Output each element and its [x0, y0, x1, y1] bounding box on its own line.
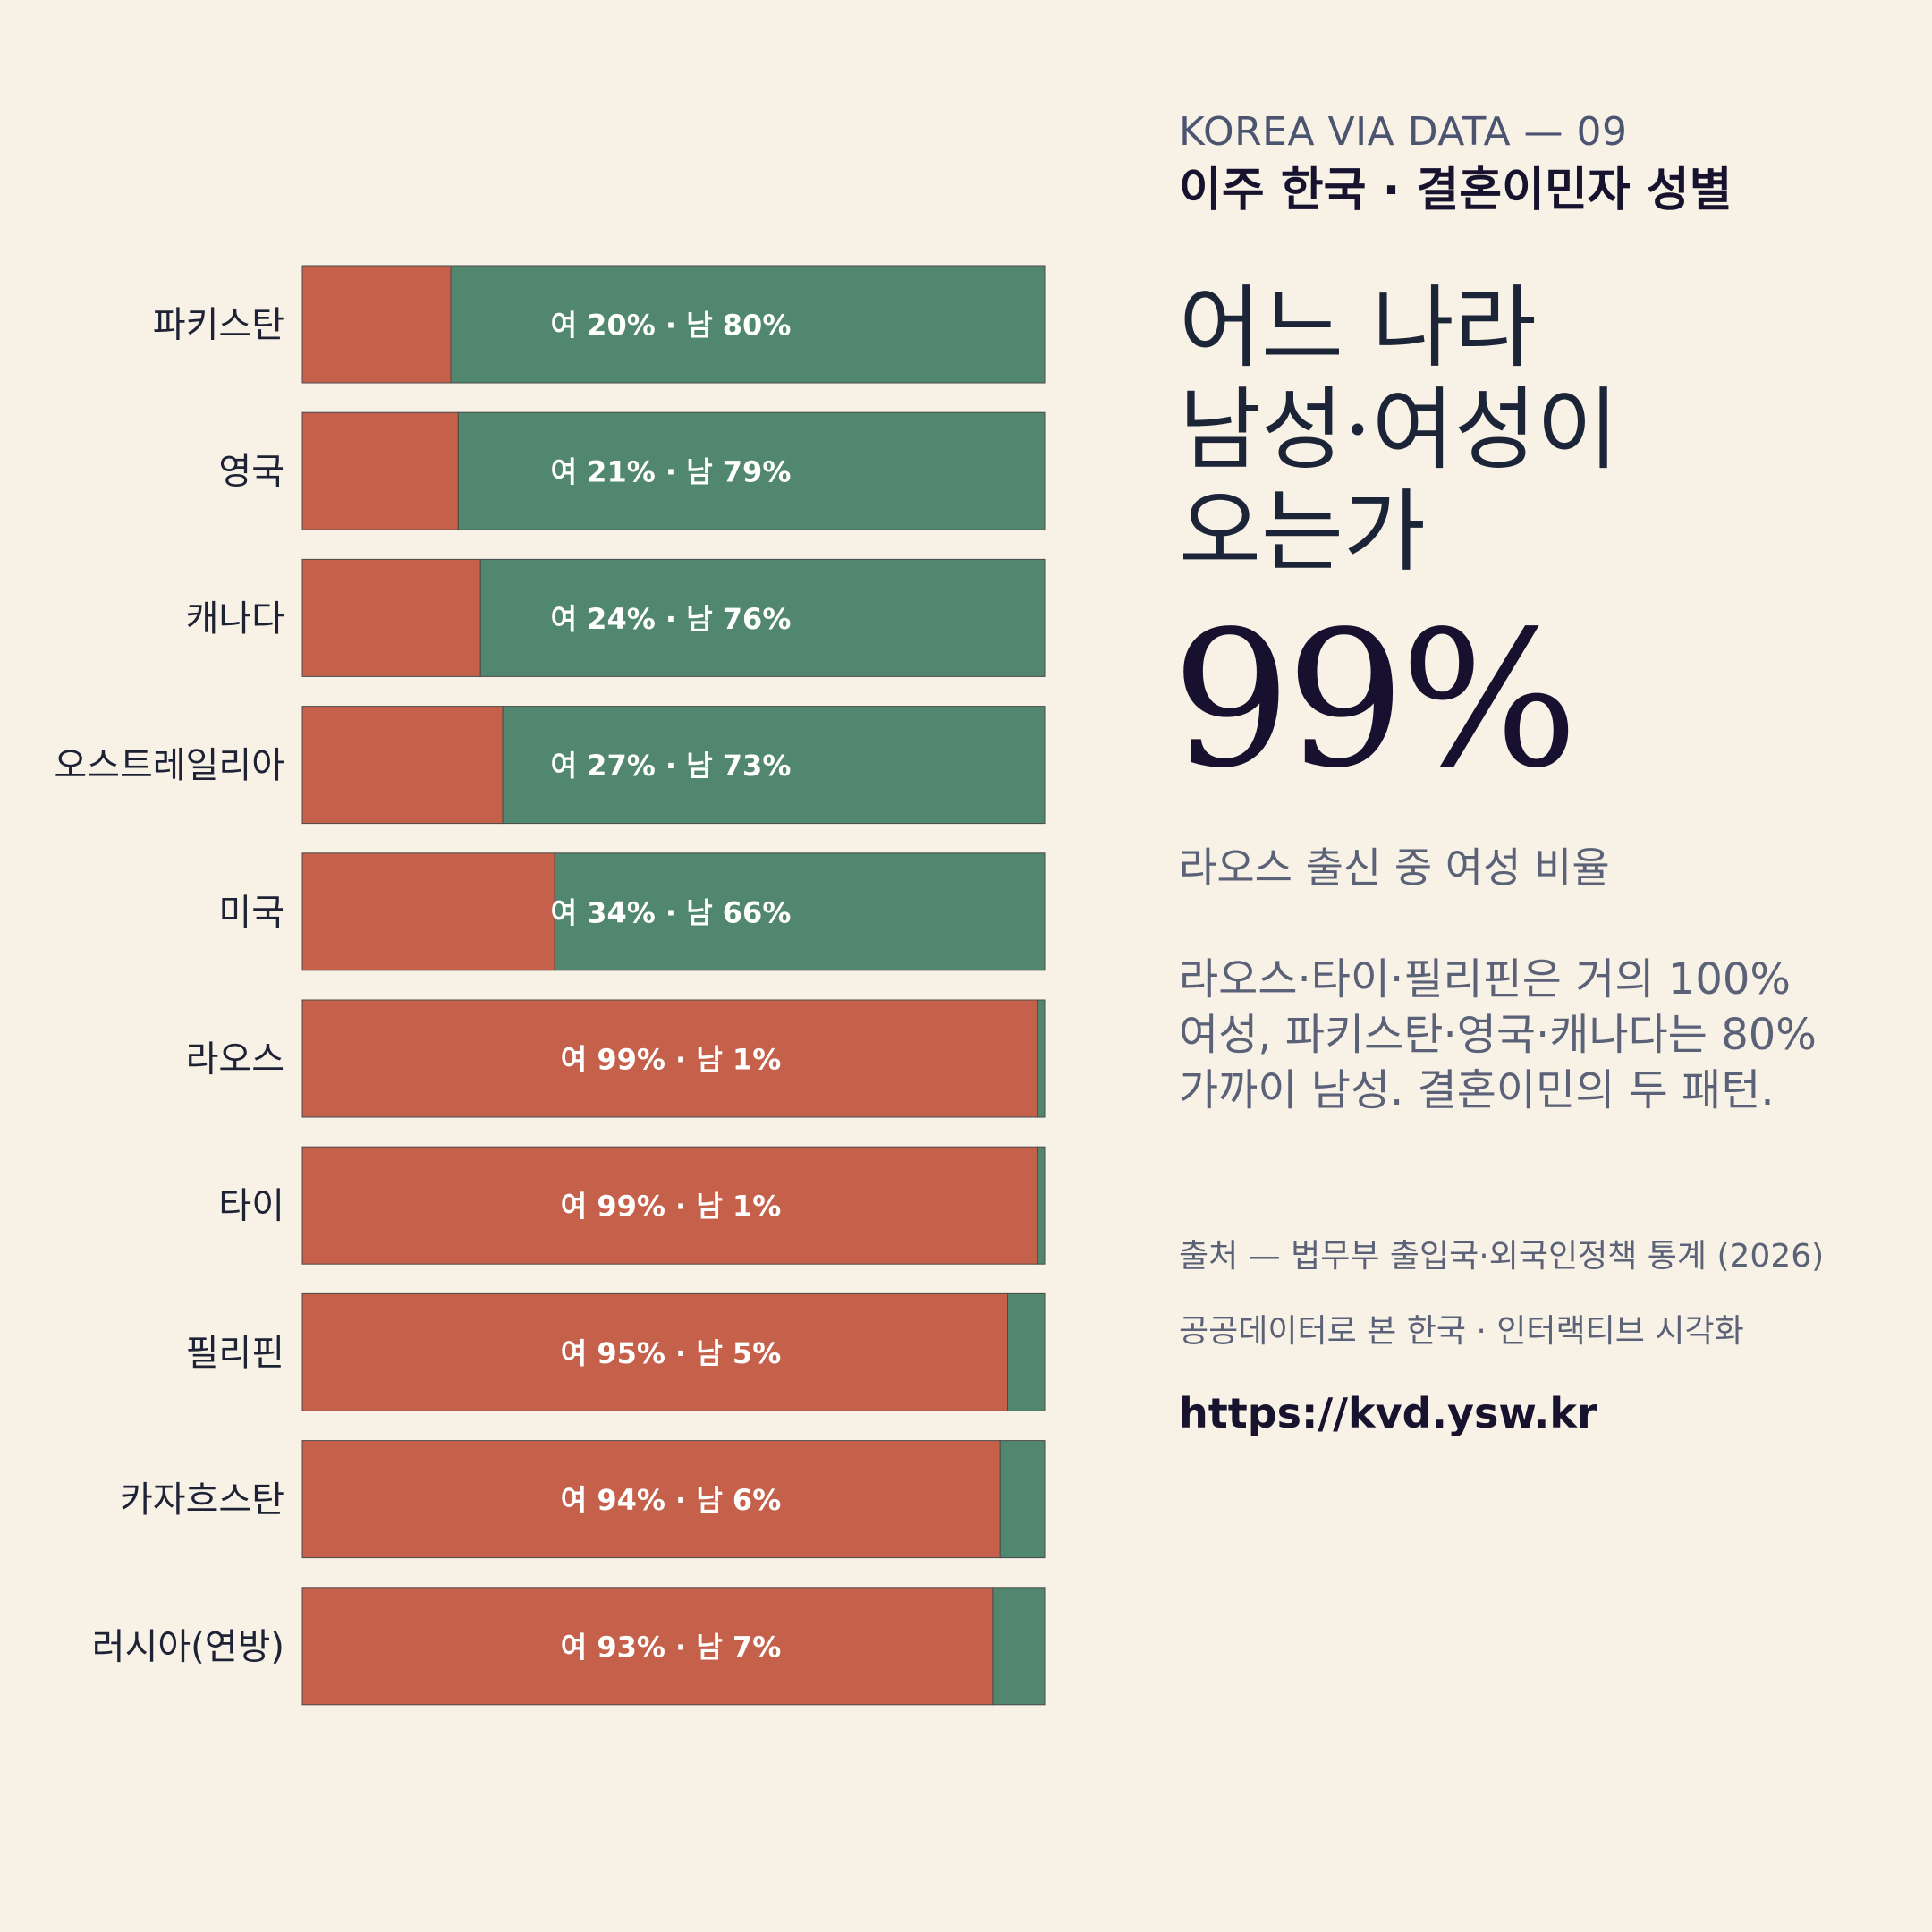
data-label: 여 21% · 남 79% [551, 455, 792, 489]
data-label: 여 99% · 남 1% [561, 1043, 782, 1077]
category-label: 필리핀 [186, 1333, 284, 1374]
data-label: 여 94% · 남 6% [561, 1483, 782, 1517]
bar-female [301, 999, 1038, 1118]
category-label: 영국 [218, 452, 284, 493]
bar-male [1037, 999, 1046, 1118]
bar-female [301, 411, 459, 530]
bar-female [301, 558, 481, 677]
source-note: 출처 — 법무부 출입국·외국인정책 통계 (2026) [1179, 1238, 1825, 1275]
data-label: 여 99% · 남 1% [561, 1190, 782, 1224]
category-label: 오스트레일리아 [54, 745, 284, 786]
data-label: 여 20% · 남 80% [551, 309, 792, 343]
bar-female [301, 265, 452, 384]
gender-ratio-chart: 파키스탄 여 20% · 남 80% 영국 여 21% · 남 79% 캐나다 여 24%… [54, 265, 1046, 1706]
data-label: 여 27% · 남 73% [551, 749, 792, 783]
category-label: 러시아(연방) [92, 1626, 284, 1667]
bar-male [1037, 1146, 1046, 1265]
category-label: 타이 [218, 1186, 284, 1227]
bar-male [450, 265, 1046, 384]
bar-female [301, 852, 555, 971]
bar-female [301, 1146, 1038, 1265]
category-label: 캐나다 [186, 598, 284, 640]
bar-male [502, 706, 1046, 825]
bar-male [1007, 1292, 1046, 1411]
bar-female [301, 1587, 994, 1706]
site-url[interactable]: https://kvd.ysw.kr [1179, 1389, 1597, 1437]
bar-male [479, 558, 1046, 677]
bar-female [301, 1440, 1001, 1559]
bar-male [999, 1440, 1046, 1559]
bar-male [457, 411, 1046, 530]
data-label: 여 34% · 남 66% [551, 895, 792, 929]
kicker: KOREA VIA DATA — 09 [1179, 109, 1628, 155]
category-label: 라오스 [186, 1039, 284, 1080]
category-label: 파키스탄 [153, 305, 284, 346]
data-label: 여 93% · 남 7% [561, 1630, 782, 1664]
headline: 어느 나라 남성·여성이 오는가 [1179, 275, 1619, 584]
bar-male [992, 1587, 1046, 1706]
big-number: 99% [1172, 590, 1579, 809]
bar-male [554, 852, 1046, 971]
bar-female [301, 1292, 1008, 1411]
series-title: 이주 한국 · 결혼이민자 성별 [1179, 164, 1733, 217]
stat-label: 라오스 출신 중 여성 비율 [1179, 843, 1610, 892]
category-label: 카자흐스탄 [120, 1479, 284, 1521]
data-label: 여 95% · 남 5% [561, 1336, 782, 1370]
bar-female [301, 706, 504, 825]
description: 라오스·타이·필리핀은 거의 100% 여성, 파키스탄·영국·캐나다는 80%… [1179, 954, 1817, 1115]
data-label: 여 24% · 남 76% [551, 602, 792, 636]
info-panel: KOREA VIA DATA — 09 이주 한국 · 결혼이민자 성별 어느 … [1172, 106, 1912, 1440]
category-label: 미국 [218, 892, 284, 933]
tagline: 공공데이터로 본 한국 · 인터랙티브 시각화 [1179, 1313, 1744, 1350]
